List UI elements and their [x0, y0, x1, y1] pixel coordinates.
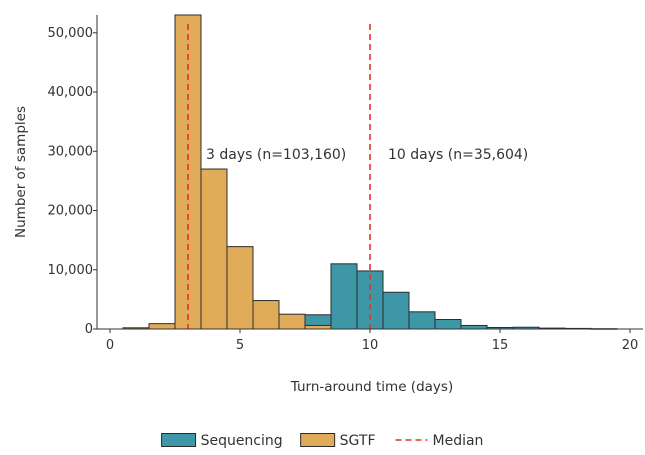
x-tick-label: 15 [492, 338, 509, 353]
median-annotation-0: 3 days (n=103,160) [206, 147, 346, 163]
legend-swatch-sequencing [161, 433, 197, 447]
legend: Sequencing SGTF Median [161, 433, 484, 449]
y-tick-label: 10,000 [48, 263, 94, 278]
median-annotations: 3 days (n=103,160) 10 days (n=35,604) [206, 147, 528, 163]
x-tick-label: 5 [236, 338, 244, 353]
median-layer [187, 24, 371, 329]
ticks-layer: 0 10,000 20,000 30,000 40,000 50,000 0 5 10 15 20 [48, 26, 639, 353]
bar-sgtf-5 [252, 300, 280, 330]
x-axis-title: Turn-around time (days) [290, 379, 453, 395]
bar-sequencing-3 [382, 291, 410, 330]
y-tick-label: 40,000 [48, 85, 94, 100]
bar-sgtf-6 [278, 313, 306, 330]
legend-label-median: Median [433, 433, 484, 449]
y-tick-label: 0 [85, 322, 93, 337]
y-tick-label: 20,000 [48, 204, 94, 219]
bar-sequencing-5 [434, 319, 462, 330]
y-tick-label: 50,000 [48, 26, 94, 41]
bar-sequencing-1 [330, 263, 358, 330]
bars-layer [122, 14, 618, 330]
bar-sgtf-7 [304, 324, 332, 330]
bar-sequencing-4 [408, 311, 436, 330]
bar-sgtf-3 [200, 168, 228, 330]
y-tick-label: 30,000 [48, 144, 94, 159]
x-tick-label: 0 [106, 338, 114, 353]
bar-sgtf-1 [148, 323, 176, 330]
x-tick-label: 20 [622, 338, 639, 353]
bar-sgtf-2 [174, 14, 202, 330]
median-annotation-1: 10 days (n=35,604) [388, 147, 528, 163]
legend-label-sequencing: Sequencing [201, 433, 283, 449]
bar-sequencing-6 [460, 324, 488, 330]
x-tick-label: 10 [362, 338, 379, 353]
bar-sgtf-4 [226, 246, 254, 330]
legend-swatch-sgtf [300, 433, 336, 447]
legend-label-sgtf: SGTF [340, 433, 376, 449]
y-axis-title: Number of samples [13, 106, 29, 238]
